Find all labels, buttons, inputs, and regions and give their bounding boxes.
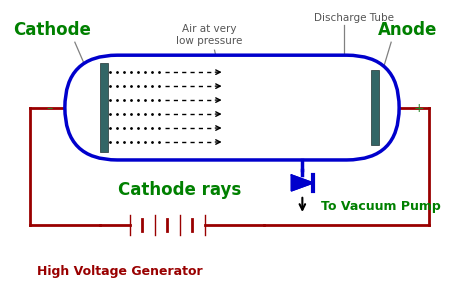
Polygon shape: [292, 175, 314, 191]
Text: Cathode: Cathode: [13, 21, 91, 39]
Bar: [100, 63, 108, 152]
Bar: [371, 70, 379, 145]
Text: High Voltage Generator: High Voltage Generator: [37, 265, 202, 278]
Text: –: –: [47, 101, 53, 115]
Text: Anode: Anode: [377, 21, 437, 39]
Text: To Vacuum Pump: To Vacuum Pump: [321, 200, 441, 213]
FancyBboxPatch shape: [65, 55, 399, 160]
Text: +: +: [414, 101, 425, 115]
Text: Air at very
low pressure: Air at very low pressure: [176, 25, 243, 46]
Text: Cathode rays: Cathode rays: [118, 181, 241, 199]
Text: Discharge Tube: Discharge Tube: [314, 13, 394, 23]
